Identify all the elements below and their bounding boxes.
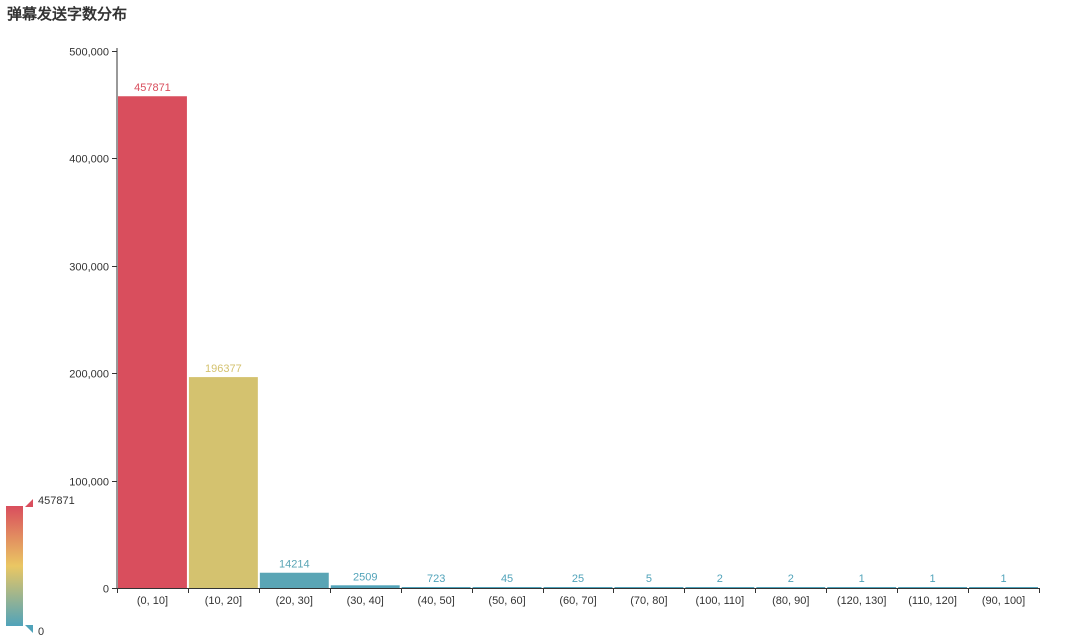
visual-map-legend[interactable]: 457871 0 (6, 495, 75, 637)
bar-data-labels: 457871 196377 14214 2509 723 45 25 5 2 2 1 1 1 (134, 82, 1006, 585)
chart-title: 弹幕发送字数分布 (7, 5, 128, 23)
x-tick-label: (20, 30] (276, 595, 313, 607)
x-tick-label: (40, 50] (417, 595, 454, 607)
x-tick-label: (0, 10] (137, 595, 168, 607)
bar-data-label: 2 (788, 573, 794, 585)
visual-map-max-handle[interactable] (25, 499, 33, 507)
y-tick-label: 400,000 (69, 154, 109, 166)
x-tick-label: (100, 110] (695, 595, 744, 607)
bar-data-label: 1 (930, 573, 936, 585)
bar-data-label: 723 (427, 573, 445, 585)
bar-data-label: 2509 (353, 571, 377, 583)
bar[interactable] (827, 587, 897, 588)
bar-data-label: 1 (1000, 573, 1006, 585)
x-tick-label: (70, 80] (630, 595, 667, 607)
bar-data-label: 457871 (134, 82, 171, 94)
x-tick-label: (30, 40] (347, 595, 384, 607)
bar[interactable] (188, 377, 258, 588)
bar[interactable] (685, 587, 755, 588)
x-axis: (0, 10] (10, 20] (20, 30] (30, 40] (40, 50] (… (117, 588, 1040, 607)
bar[interactable] (472, 587, 542, 588)
visual-map-min-label: 0 (38, 626, 44, 637)
x-tick-label: (110, 120] (908, 595, 957, 607)
bar[interactable] (756, 587, 826, 588)
bar[interactable] (898, 587, 968, 588)
y-tick-label: 100,000 (69, 477, 109, 489)
bar-data-label: 45 (501, 573, 513, 585)
bar-data-label: 5 (646, 573, 652, 585)
x-tick-label: (50, 60] (488, 595, 525, 607)
bar-data-label: 25 (572, 573, 584, 585)
bar[interactable] (543, 587, 613, 588)
x-tick-label: (60, 70] (559, 595, 596, 607)
y-axis: 0 100,000 200,000 300,000 400,000 500,000 (69, 47, 118, 596)
x-tick-label: (90, 100] (982, 595, 1025, 607)
bar-data-label: 2 (717, 573, 723, 585)
bar-data-label: 196377 (205, 363, 242, 375)
y-tick-label: 200,000 (69, 369, 109, 381)
y-tick-label: 500,000 (69, 47, 109, 59)
y-tick-label: 300,000 (69, 262, 109, 274)
bar[interactable] (259, 572, 329, 588)
bar-data-label: 1 (859, 573, 865, 585)
bar-data-label: 14214 (279, 559, 310, 571)
bar[interactable] (330, 585, 400, 588)
bar-series (118, 96, 1038, 588)
visual-map-max-label: 457871 (38, 495, 75, 507)
bar[interactable] (969, 587, 1038, 588)
visual-map-bar[interactable] (6, 506, 23, 626)
bar[interactable] (401, 587, 471, 588)
x-tick-label: (10, 20] (205, 595, 242, 607)
x-tick-label: (80, 90] (772, 595, 809, 607)
visual-map-min-handle[interactable] (25, 625, 33, 633)
x-tick-label: (120, 130] (837, 595, 887, 607)
bar[interactable] (118, 96, 187, 588)
bar[interactable] (614, 587, 684, 588)
y-tick-label: 0 (103, 584, 109, 596)
